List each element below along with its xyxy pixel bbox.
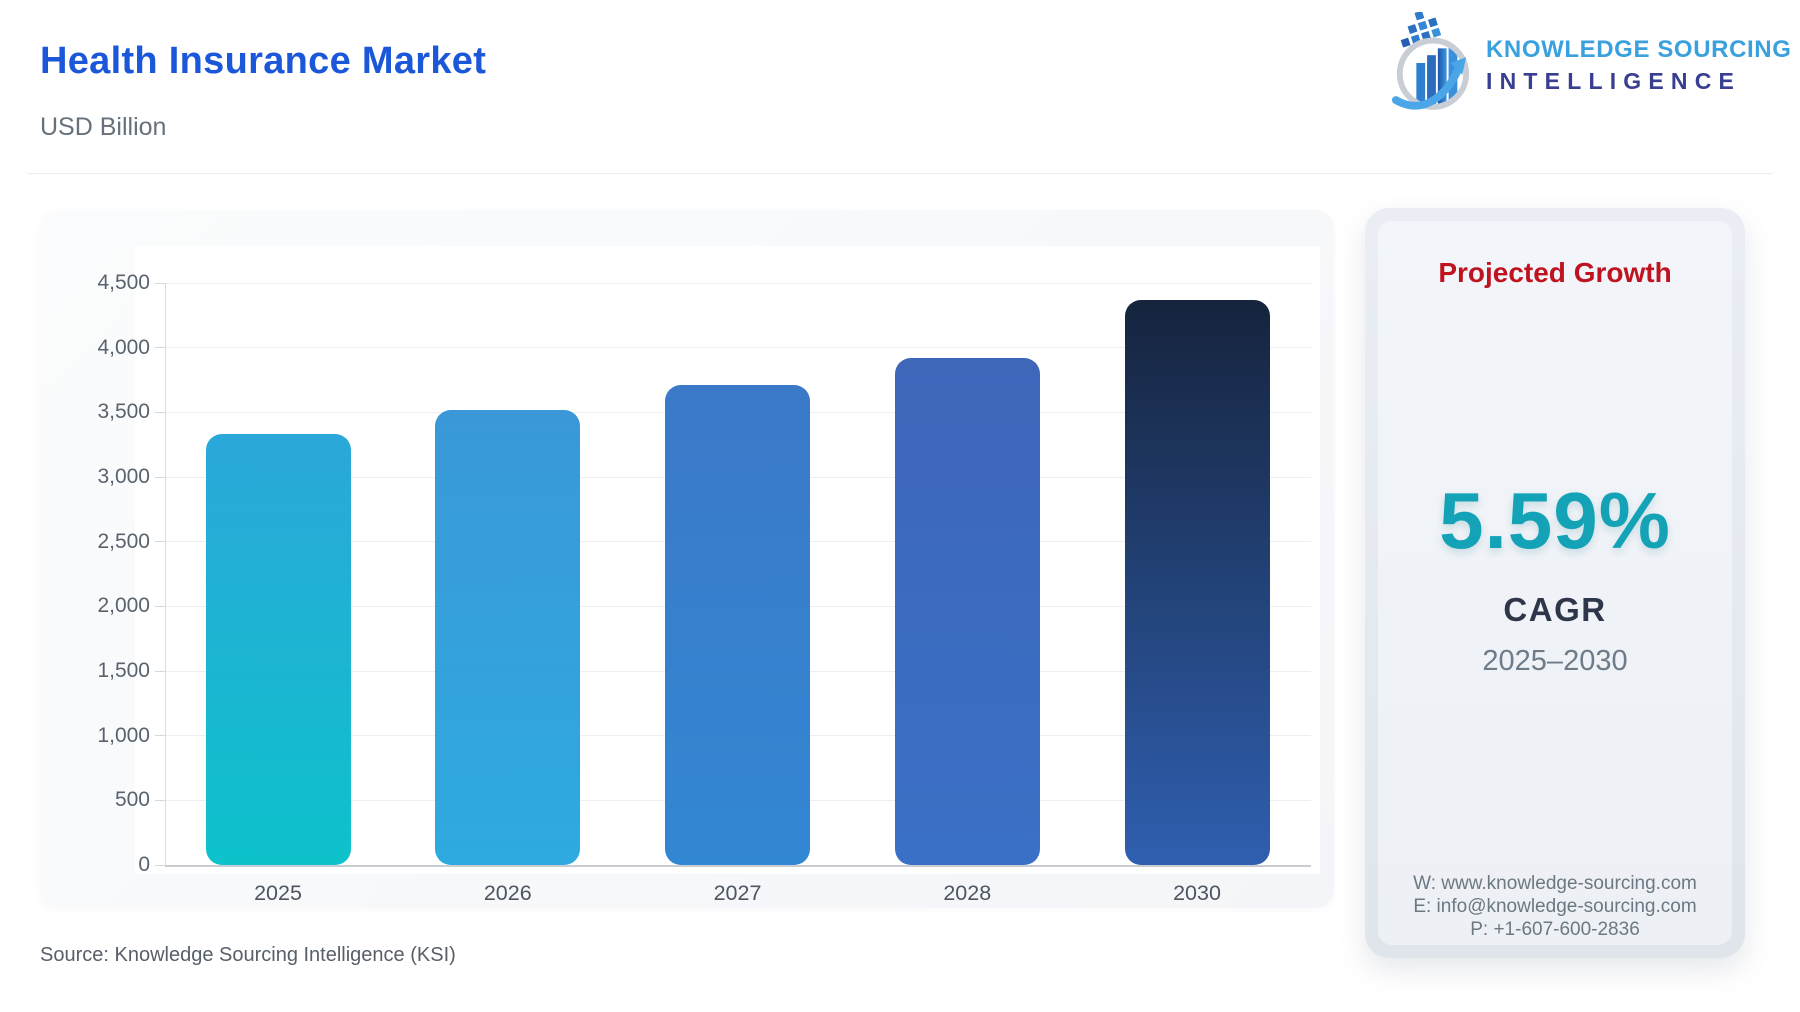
page-title: Health Insurance Market [40, 40, 487, 82]
y-tick-label-3000: 3,000 [97, 465, 150, 488]
y-tick-mark [155, 541, 166, 543]
x-axis-label-2027: 2027 [713, 881, 762, 905]
plot-area: 0 500 1,000 1,500 2,000 2,500 3,000 3,500 4,000 4… [97, 271, 1311, 905]
panel-inner: Projected Growth 5.59% CAGR 2025–2030 W:… [1378, 221, 1732, 945]
logo-wordmark: KNOWLEDGE SOURCING INTELLIGENCE [1486, 38, 1791, 93]
bar-2025 [205, 434, 351, 865]
y-tick-label-0: 0 [138, 853, 150, 876]
y-tick-mark [155, 670, 166, 672]
gridline-4500 [166, 282, 1311, 284]
y-tick-label-2000: 2,000 [97, 594, 150, 618]
y-tick-label-1000: 1,000 [97, 723, 150, 747]
x-axis-label-2025: 2025 [254, 881, 302, 905]
contact-block: W: www.knowledge-sourcing.com E: info@kn… [1413, 872, 1697, 941]
y-tick-label-3500: 3,500 [97, 400, 150, 424]
x-axis-label-2026: 2026 [483, 881, 532, 905]
y-tick-label-4500: 4,500 [97, 271, 150, 294]
header-divider [27, 173, 1773, 174]
y-tick-label-2500: 2,500 [97, 529, 150, 553]
bar-2028 [894, 358, 1040, 865]
y-tick-mark [155, 605, 166, 607]
y-tick-mark [155, 282, 166, 284]
y-tick-label-500: 500 [114, 788, 150, 812]
chart-card: 0 500 1,000 1,500 2,000 2,500 3,000 3,500 4,000 4… [40, 210, 1334, 908]
logo-line2: INTELLIGENCE [1486, 68, 1742, 94]
gridline-4000 [166, 347, 1311, 349]
x-axis-label-2028: 2028 [943, 881, 992, 905]
globe-barchart-logo-icon [1390, 10, 1472, 119]
logo-line1: KNOWLEDGE SOURCING [1486, 36, 1792, 63]
panel-title: Projected Growth [1438, 257, 1672, 288]
x-axis-label-2030: 2030 [1173, 881, 1221, 905]
y-tick-mark [155, 411, 166, 413]
cagr-label: CAGR [1503, 591, 1607, 628]
y-tick-mark [155, 864, 166, 866]
bar-2026 [435, 410, 581, 865]
source-text: Source: Knowledge Sourcing Intelligence … [40, 944, 456, 966]
cagr-period: 2025–2030 [1482, 645, 1628, 677]
contact-email: E: info@knowledge-sourcing.com [1413, 896, 1697, 917]
contact-website: W: www.knowledge-sourcing.com [1413, 873, 1697, 894]
bar-2030 [1124, 300, 1270, 865]
bar-2027 [665, 385, 810, 865]
y-tick-mark [155, 735, 166, 737]
contact-phone: P: +1-607-600-2836 [1470, 919, 1640, 940]
y-tick-mark [155, 476, 166, 478]
y-tick-label-4000: 4,000 [97, 335, 150, 359]
cagr-value: 5.59% [1439, 476, 1671, 565]
projected-growth-panel: Projected Growth 5.59% CAGR 2025–2030 W:… [1365, 208, 1745, 958]
units-label: USD Billion [40, 113, 167, 141]
y-tick-mark [155, 347, 166, 349]
y-tick-label-1500: 1,500 [97, 659, 150, 682]
company-logo: KNOWLEDGE SOURCING INTELLIGENCE [1390, 10, 1791, 119]
y-tick-mark [155, 799, 166, 801]
